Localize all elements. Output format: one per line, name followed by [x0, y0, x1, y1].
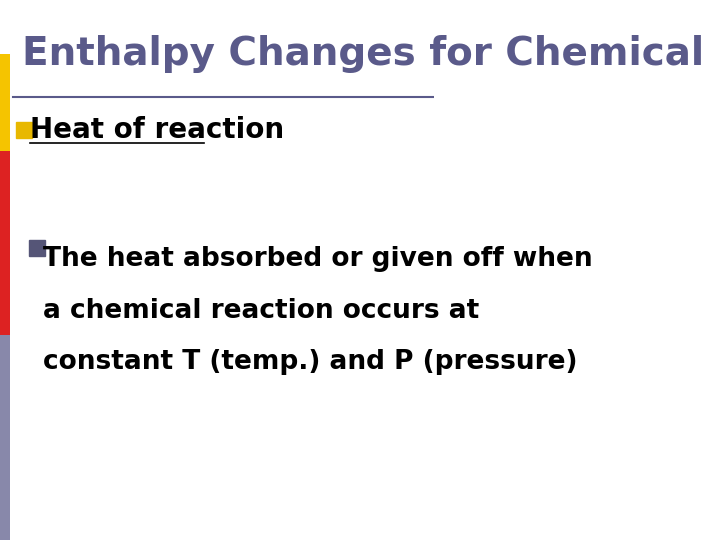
- FancyBboxPatch shape: [0, 151, 9, 335]
- Text: The heat absorbed or given off when: The heat absorbed or given off when: [43, 246, 593, 272]
- Text: a chemical reaction occurs at: a chemical reaction occurs at: [43, 298, 480, 323]
- FancyBboxPatch shape: [0, 54, 9, 151]
- FancyBboxPatch shape: [0, 335, 9, 540]
- Text: Heat of reaction: Heat of reaction: [30, 116, 284, 144]
- Text: constant T (temp.) and P (pressure): constant T (temp.) and P (pressure): [43, 349, 578, 375]
- Text: Enthalpy Changes for Chemical Rxns.: Enthalpy Changes for Chemical Rxns.: [22, 35, 720, 73]
